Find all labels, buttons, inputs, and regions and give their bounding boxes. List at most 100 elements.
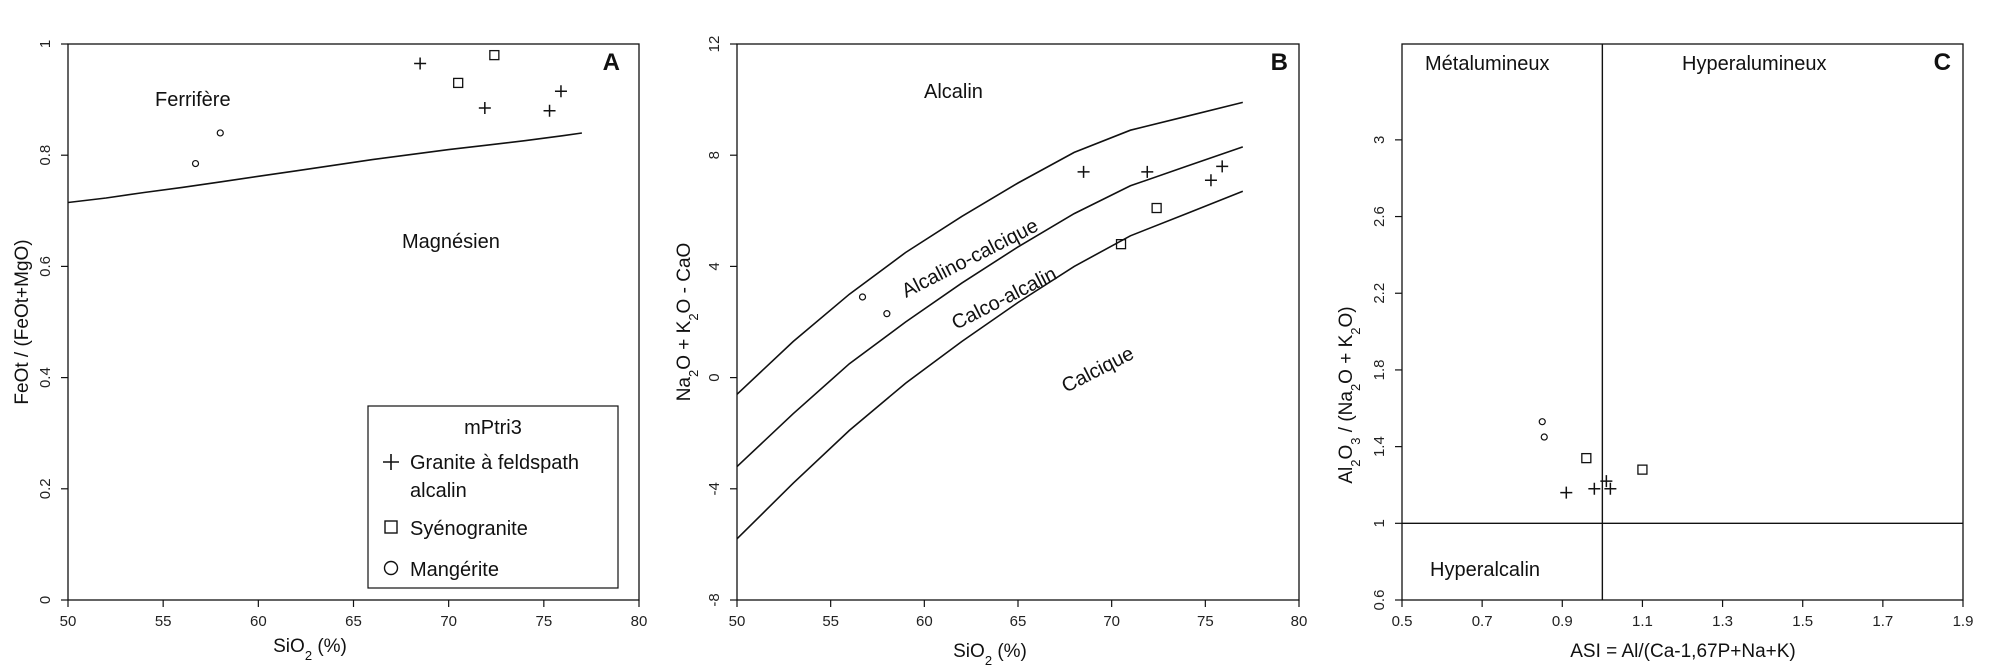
panel-c-reference-lines — [1402, 44, 1963, 600]
panel-b-boundary-line — [736, 146, 1244, 468]
panel-b-x-title: SiO2 (%) — [953, 641, 1027, 667]
panel-c-points — [1538, 418, 1648, 499]
panel-b-point-granite — [1204, 174, 1217, 187]
panel-a-x-tick-label: 50 — [60, 613, 77, 630]
panel-c-letter: C — [1934, 49, 1951, 76]
panel-a-y-tick-label: 1 — [37, 40, 54, 48]
panel-c-y-tick-label: 2.6 — [1371, 206, 1388, 227]
panel-a-x-tick-label: 55 — [155, 613, 172, 630]
panel-a-point-granite — [554, 85, 567, 98]
panel-b-x-axis: 50 55 60 65 70 75 80 — [729, 600, 1308, 630]
panel-b-y-tick-label: 4 — [706, 262, 723, 270]
panel-b-region-alcalin: Alcalin — [924, 81, 983, 103]
panel-b-y-tick-label: 8 — [706, 151, 723, 159]
panel-c-region-hyperalumineux: Hyperalumineux — [1682, 53, 1827, 75]
panel-c-point-mangerite — [1538, 418, 1546, 426]
panel-a-region-ferrifere: Ferrifère — [155, 89, 231, 111]
panel-c-x-tick-label: 0.7 — [1472, 613, 1493, 630]
panel-a-y-tick-label: 0.8 — [37, 145, 54, 166]
panel-b-x-tick-label: 65 — [1010, 613, 1027, 630]
panel-c-x-tick-label: 0.5 — [1392, 613, 1413, 630]
legend-box — [367, 405, 619, 589]
panel-b-point-mangerite — [858, 293, 867, 301]
panel-b-y-tick-label: -4 — [706, 482, 723, 495]
panel-b-x-tick-label: 80 — [1291, 613, 1308, 630]
panel-a-boundaries — [67, 132, 583, 204]
panel-c-point-granite — [1600, 475, 1613, 488]
panel-c-x-axis: 0.5 0.7 0.9 1.1 1.3 1.5 1.7 1.9 — [1392, 600, 1974, 630]
panel-c-y-tick-label: 1.4 — [1371, 436, 1388, 457]
panel-a-x-tick-label: 65 — [345, 613, 362, 630]
panel-a-point-syenogranite — [453, 77, 464, 89]
panel-a-x-tick-label: 80 — [631, 613, 648, 630]
panel-a-letter: A — [603, 49, 620, 76]
panel-a-y-tick-label: 0.2 — [37, 478, 54, 499]
panel-a-y-tick-label: 0 — [37, 596, 54, 604]
panel-c-point-granite — [1588, 482, 1601, 495]
panel-a-x-title: SiO2 (%) — [273, 636, 347, 663]
legend-title: mPtri3 — [464, 417, 522, 439]
panel-c-x-tick-label: 1.7 — [1872, 613, 1893, 630]
panel-c-point-granite — [1604, 482, 1617, 495]
legend-label-granite-2: alcalin — [410, 480, 467, 502]
panel-a-y-tick-label: 0.6 — [37, 256, 54, 277]
panel-b-region-calcique: Calcique — [1058, 343, 1137, 398]
panel-a-point-mangerite — [191, 159, 200, 168]
panel-b-x-tick-label: 55 — [822, 613, 839, 630]
panel-a-points — [191, 49, 567, 168]
panel-c-chart: 0.5 0.7 0.9 1.1 1.3 1.5 1.7 1.9 0.6 1 1.4 1.8 2.2 2.… — [1336, 43, 1974, 662]
panel-c-y-tick-label: 2.2 — [1371, 283, 1388, 304]
panel-b-y-tick-label: 12 — [706, 36, 723, 53]
panel-b-point-syenogranite — [1151, 202, 1162, 214]
panel-b-point-granite — [1216, 160, 1229, 173]
panel-b-y-axis: -8 -4 0 4 8 12 — [706, 36, 737, 607]
panel-b-points — [858, 160, 1229, 318]
panel-b-letter: B — [1271, 49, 1288, 76]
panel-a-point-syenogranite — [489, 49, 500, 61]
panel-c-point-mangerite — [1540, 433, 1548, 441]
panel-a-point-granite — [414, 57, 427, 70]
panel-a-y-tick-label: 0.4 — [37, 367, 54, 388]
panel-b-y-tick-label: 0 — [706, 373, 723, 381]
panel-a-y-axis: 0 0.2 0.4 0.6 0.8 1 — [37, 40, 68, 604]
panel-b-x-tick-label: 75 — [1197, 613, 1214, 630]
panel-b-boundary-line — [736, 190, 1244, 540]
panel-c-y-tick-label: 1.8 — [1371, 360, 1388, 381]
panel-c-x-tick-label: 0.9 — [1552, 613, 1573, 630]
panel-c-region-hyperalcalin: Hyperalcalin — [1430, 559, 1540, 581]
panel-c-plot-area — [1401, 43, 1964, 601]
panel-b-point-granite — [1141, 165, 1154, 178]
panel-b-x-tick-label: 70 — [1103, 613, 1120, 630]
panel-b-x-tick-label: 50 — [729, 613, 746, 630]
panel-b-point-granite — [1077, 165, 1090, 178]
panel-c-point-syenogranite — [1637, 464, 1648, 475]
panel-b-point-syenogranite — [1115, 239, 1127, 250]
panel-c-y-tick-label: 0.6 — [1371, 590, 1388, 611]
panel-a-point-granite — [478, 101, 491, 114]
panel-b-boundary-line — [736, 101, 1243, 395]
panel-a-y-title: FeOt / (FeOt+MgO) — [12, 239, 33, 404]
legend-label-syenogranite: Syénogranite — [410, 518, 528, 540]
legend-label-mangerite: Mangérite — [410, 559, 499, 581]
panel-c-x-tick-label: 1.9 — [1953, 613, 1974, 630]
panel-c-y-tick-label: 3 — [1371, 136, 1388, 144]
panel-c-x-title: ASI = Al/(Ca-1,67P+Na+K) — [1570, 641, 1795, 662]
legend-label-granite-1: Granite à feldspath — [410, 452, 579, 474]
panel-c-x-tick-label: 1.1 — [1632, 613, 1653, 630]
panel-b-point-mangerite — [883, 310, 891, 318]
panel-a-point-granite — [543, 104, 556, 117]
panel-c-region-metalumineux: Métalumineux — [1425, 53, 1550, 75]
panel-b-boundaries — [736, 101, 1244, 540]
panel-a-x-tick-label: 75 — [535, 613, 552, 630]
panel-c-x-tick-label: 1.3 — [1712, 613, 1733, 630]
legend: mPtri3 Granite à feldspath alcalin Syéno… — [367, 405, 619, 589]
panel-c-point-granite — [1560, 486, 1573, 499]
panel-b-plot-area — [736, 43, 1300, 601]
panel-a-point-mangerite — [216, 129, 224, 137]
legend-marker-syenogranite — [384, 520, 398, 534]
legend-marker-granite — [383, 454, 399, 470]
panel-a-x-tick-label: 60 — [250, 613, 267, 630]
panel-c-point-syenogranite — [1581, 452, 1592, 464]
